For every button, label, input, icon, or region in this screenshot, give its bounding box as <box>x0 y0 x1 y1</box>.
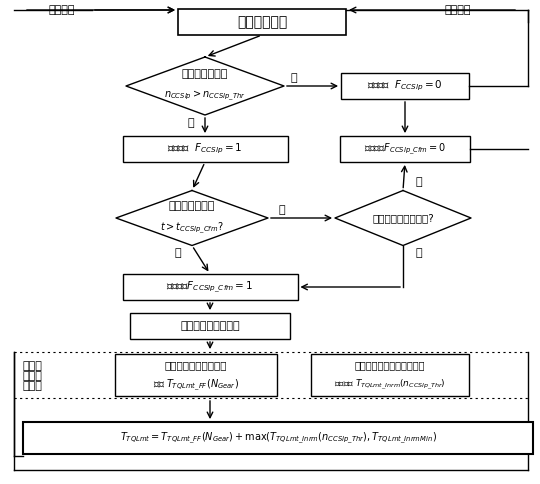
Text: 下一时刻: 下一时刻 <box>49 5 75 15</box>
Text: 转矩限: 转矩限 <box>22 371 42 381</box>
Text: 矩计算值 $T_{TQLmt\_Inrm}(n_{CCSlp\_Thr})$: 矩计算值 $T_{TQLmt\_Inrm}(n_{CCSlp\_Thr})$ <box>334 378 446 392</box>
Text: 是: 是 <box>174 248 181 258</box>
Text: 滑摩置位  $F_{CCSlp}=0$: 滑摩置位 $F_{CCSlp}=0$ <box>367 79 443 93</box>
FancyBboxPatch shape <box>178 9 346 35</box>
FancyBboxPatch shape <box>341 73 469 99</box>
Text: 离合器滑差超限: 离合器滑差超限 <box>182 69 228 79</box>
Text: 否: 否 <box>416 178 422 187</box>
Text: 下一时刻: 下一时刻 <box>445 5 471 15</box>
Text: 是: 是 <box>416 248 422 258</box>
Text: $n_{CCSlp} > n_{CCSlp\_Thr}$: $n_{CCSlp} > n_{CCSlp\_Thr}$ <box>164 89 246 103</box>
Text: 基于目标滑差的闭环限制转: 基于目标滑差的闭环限制转 <box>355 360 426 370</box>
Text: $t > t_{CCSlp\_Cfm}$?: $t > t_{CCSlp\_Cfm}$? <box>160 220 224 236</box>
FancyBboxPatch shape <box>130 313 290 339</box>
Text: 矩值 $T_{TQLmt\_FF}(N_{Gear})$: 矩值 $T_{TQLmt\_FF}(N_{Gear})$ <box>153 378 239 393</box>
Text: 滑摩置位  $F_{CCSlp}=1$: 滑摩置位 $F_{CCSlp}=1$ <box>167 142 243 156</box>
Text: 固定档位行驶: 固定档位行驶 <box>237 15 287 29</box>
FancyBboxPatch shape <box>123 274 298 300</box>
Text: 上一时刻是否为滑摩?: 上一时刻是否为滑摩? <box>372 213 434 223</box>
FancyBboxPatch shape <box>115 354 277 396</box>
Text: 发动机: 发动机 <box>22 361 42 371</box>
Text: 滑摩确认$F_{CCSlp\_Cfm}=0$: 滑摩确认$F_{CCSlp\_Cfm}=0$ <box>364 141 446 157</box>
Text: 否: 否 <box>291 73 298 83</box>
FancyBboxPatch shape <box>23 422 533 454</box>
Text: 基于档位的前馈限制转: 基于档位的前馈限制转 <box>165 360 227 370</box>
Text: 否: 否 <box>279 205 285 215</box>
Text: 是: 是 <box>188 118 194 128</box>
Text: 滑摩确认$F_{CCSlp\_Cfm}=1$: 滑摩确认$F_{CCSlp\_Cfm}=1$ <box>166 279 254 295</box>
Text: 激活发动机转矩限制: 激活发动机转矩限制 <box>180 321 240 331</box>
Text: 离合器滑摩持续: 离合器滑摩持续 <box>169 201 215 211</box>
FancyBboxPatch shape <box>311 354 469 396</box>
Text: $T_{TQLmt}=T_{TQLmt\_FF}\left(N_{Gear}\right)+\max(T_{TQLmt\_Inrm}\left(n_{CCSlp: $T_{TQLmt}=T_{TQLmt\_FF}\left(N_{Gear}\r… <box>119 430 436 446</box>
Text: 制计算: 制计算 <box>22 381 42 391</box>
FancyBboxPatch shape <box>123 136 287 162</box>
FancyBboxPatch shape <box>340 136 470 162</box>
